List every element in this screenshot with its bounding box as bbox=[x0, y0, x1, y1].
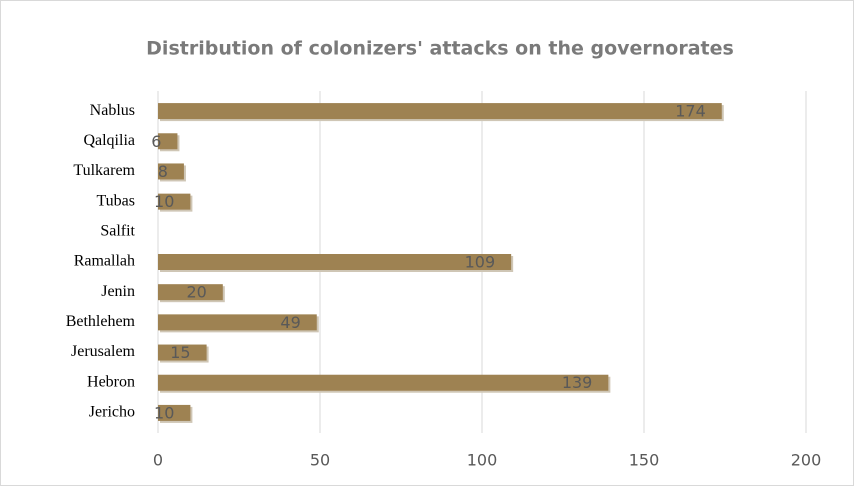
bar bbox=[158, 284, 223, 301]
data-label: 10 bbox=[154, 192, 174, 211]
y-tick-label: Bethlehem bbox=[66, 313, 136, 330]
y-tick-label: Hebron bbox=[87, 373, 135, 390]
chart-title: Distribution of colonizers' attacks on t… bbox=[146, 38, 734, 60]
data-label: 109 bbox=[465, 253, 496, 272]
bar bbox=[158, 374, 609, 391]
y-tick-label: Jenin bbox=[101, 283, 135, 300]
bar bbox=[158, 344, 207, 361]
y-tick-label: Tulkarem bbox=[73, 162, 135, 179]
bar bbox=[158, 193, 191, 210]
bar bbox=[158, 404, 191, 421]
data-label: 20 bbox=[186, 283, 206, 302]
y-tick-label: Jericho bbox=[89, 404, 135, 421]
bar bbox=[158, 254, 512, 270]
bar bbox=[158, 133, 178, 150]
data-label: 8 bbox=[158, 162, 168, 181]
x-tick-label: 200 bbox=[791, 451, 822, 470]
y-tick-label: Qalqilia bbox=[83, 132, 135, 149]
bar bbox=[158, 103, 722, 120]
x-tick-label: 100 bbox=[467, 451, 498, 470]
y-tick-label: Nablus bbox=[90, 102, 135, 119]
bar bbox=[158, 314, 317, 331]
y-tick-label: Salfit bbox=[100, 222, 135, 239]
y-tick-label: Ramallah bbox=[74, 253, 135, 270]
x-tick-label: 0 bbox=[153, 451, 163, 470]
bar bbox=[158, 163, 184, 180]
x-tick-label: 150 bbox=[629, 451, 660, 470]
data-label: 6 bbox=[151, 132, 161, 151]
y-tick-label: Tubas bbox=[96, 192, 135, 209]
data-label: 15 bbox=[170, 343, 190, 362]
x-tick-label: 50 bbox=[310, 451, 330, 470]
data-label: 49 bbox=[280, 313, 300, 332]
y-tick-label: Jerusalem bbox=[71, 343, 136, 360]
data-label: 139 bbox=[562, 373, 593, 392]
data-label: 10 bbox=[154, 403, 174, 422]
data-label: 174 bbox=[675, 102, 706, 121]
